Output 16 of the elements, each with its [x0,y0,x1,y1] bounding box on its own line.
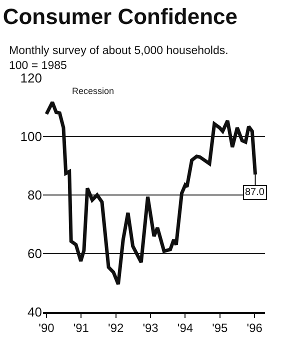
chart-title: Consumer Confidence [2,4,238,29]
x-tick-label: '94 [177,321,194,336]
annotation: Recession [72,86,114,96]
x-tick-label: '95 [212,321,228,336]
y-tick-label: 40 [28,304,42,320]
y-tick-label: 60 [28,246,42,262]
x-tick-label: '92 [108,321,124,336]
x-tick-label: '91 [73,321,90,336]
y-tick-label: 100 [20,129,42,144]
x-tick-label: '93 [142,321,159,336]
chart-subtitle: Monthly survey of about 5,000 households. 100 = 1985 [9,45,228,72]
x-tick-label: '90 [38,321,55,336]
data-label: 87.0 [245,187,265,198]
x-tick-label: '96 [246,321,263,336]
y-tick-label: 120 [20,70,42,86]
y-tick-label: 80 [28,188,42,203]
